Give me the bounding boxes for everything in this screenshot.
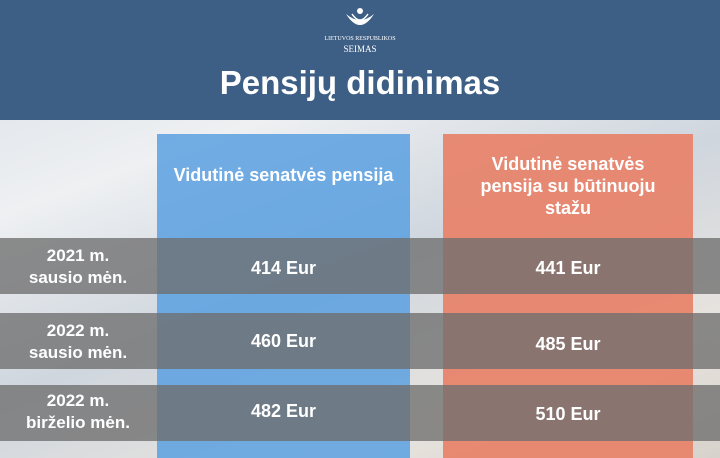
- row-label: 2022 m. birželio mėn.: [26, 391, 130, 432]
- row-band: [0, 313, 720, 369]
- row-label: 2022 m. sausio mėn.: [28, 321, 128, 362]
- cell: 441 Eur: [535, 258, 601, 278]
- header: LIETUVOS RESPUBLIKOS SEIMAS Pensijų didi…: [0, 0, 720, 120]
- logo-text: SEIMAS: [343, 44, 377, 54]
- logo-icon: [346, 8, 374, 25]
- cell: 482 Eur: [250, 401, 317, 421]
- column-header: Vidutinė senatvės pensija: [173, 165, 394, 185]
- logo-text: LIETUVOS RESPUBLIKOS: [324, 36, 396, 42]
- title: Pensijų didinimas: [219, 64, 501, 101]
- row-band: [0, 238, 720, 294]
- row-label: 2021 m. sausio mėn.: [28, 246, 128, 287]
- cell: 414 Eur: [250, 258, 317, 278]
- cell: 460 Eur: [250, 331, 317, 351]
- column-header: Vidutinė senatvės pensija su būtinuoju s…: [480, 154, 656, 218]
- row-band: [0, 385, 720, 441]
- cell: 485 Eur: [535, 334, 601, 354]
- cell: 510 Eur: [535, 404, 601, 424]
